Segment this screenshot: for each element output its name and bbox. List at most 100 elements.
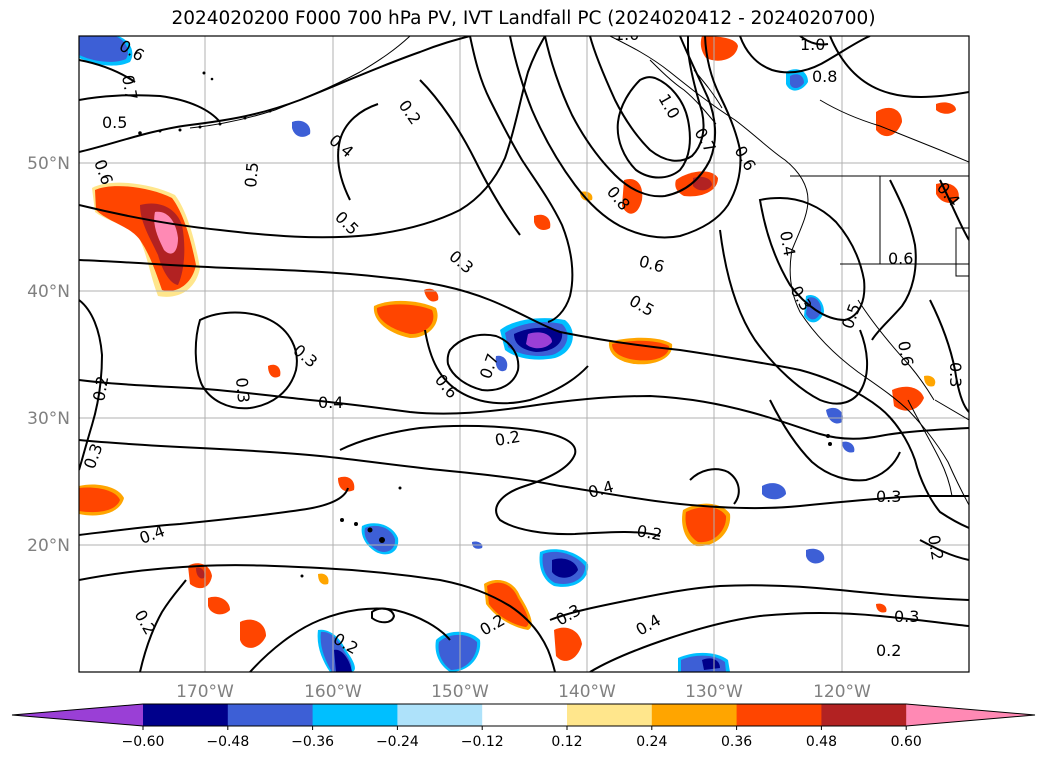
negative-anomaly-region (552, 558, 578, 578)
positive-anomaly-region (240, 619, 266, 648)
positive-anomaly-region (376, 304, 434, 334)
pv-contour (919, 539, 969, 561)
positive-anomaly-region (876, 107, 902, 137)
pv-contour (939, 179, 969, 241)
negative-anomaly-region (762, 483, 786, 500)
contour-label: 1.0 (614, 25, 639, 44)
pv-contour (337, 103, 379, 201)
colorbar-tick-label: −0.48 (206, 734, 249, 750)
figure-title: 2024020200 F000 700 hPa PV, IVT Landfall… (171, 8, 876, 29)
positive-anomaly-region (936, 102, 956, 114)
positive-anomaly-region (554, 627, 582, 661)
positive-anomaly-region (685, 507, 727, 543)
colorbar-segment (821, 704, 907, 726)
pv-contour (589, 36, 705, 162)
contour-label: 0.3 (894, 607, 919, 626)
lat-label: 20°N (27, 536, 70, 556)
positive-anomaly-region (268, 364, 281, 378)
colorbar-segment (397, 704, 483, 726)
contour-label: 0.2 (924, 533, 947, 561)
pv-contour (446, 333, 520, 392)
negative-anomaly-region (702, 658, 720, 670)
pv-contour (689, 468, 740, 505)
positive-anomaly-region (700, 36, 738, 61)
islands (138, 71, 832, 578)
negative-anomaly-region (438, 634, 478, 670)
colorbar-tick-label: 0.48 (806, 734, 837, 750)
positive-anomaly-region (338, 476, 355, 492)
colorbar-tick-label: −0.60 (122, 734, 165, 750)
pv-contour (79, 36, 546, 239)
pv-contour (739, 36, 871, 74)
contour-label: 0.5 (102, 113, 127, 132)
contour-label: 0.3 (232, 377, 253, 404)
positive-anomaly-region (208, 596, 230, 615)
contour-label: 1.0 (800, 35, 825, 54)
lat-label: 30°N (27, 409, 70, 429)
colorbar-tick-label: −0.12 (461, 734, 504, 750)
map-frame (78, 35, 970, 673)
colorbar-tick-label: −0.24 (376, 734, 419, 750)
negative-anomaly-region (842, 441, 855, 453)
colorbar-segment (143, 704, 229, 726)
positive-anomaly-region (534, 214, 551, 230)
pv-contour (509, 36, 742, 239)
positive-anomaly-region (876, 603, 887, 613)
negative-anomaly-region (79, 36, 128, 62)
pv-contour (799, 36, 829, 46)
colorbar-segment (227, 704, 314, 726)
colorbar-tick-label: 0.60 (891, 734, 922, 750)
colorbar-segment (651, 704, 738, 726)
colorbar-segment (567, 704, 653, 726)
positive-anomaly-region (936, 182, 959, 203)
pv-contour (79, 94, 221, 123)
pv-contour (79, 36, 471, 153)
pv-contour (79, 439, 969, 510)
lon-label: 130°W (685, 682, 743, 702)
positive-anomaly-region (892, 386, 924, 411)
contour-label: 0.2 (89, 374, 112, 402)
pv-contour (758, 196, 866, 322)
map-panel: 0.6 0.7 0.5 0.6 0.5 0.2 0.4 0.5 0.3 1.0 … (79, 25, 969, 672)
lon-label: 170°W (176, 682, 234, 702)
negative-anomaly-region (292, 120, 311, 137)
colorbar-tick-label: 0.36 (721, 734, 752, 750)
pv-contour (829, 36, 969, 98)
colorbar-segment (482, 704, 568, 726)
negative-anomaly-region (826, 407, 843, 424)
pv-contour (719, 229, 868, 405)
colorbar-segment (736, 704, 822, 726)
contour-label: 0.3 (946, 362, 965, 387)
contour-label: 0.7 (118, 73, 141, 101)
colorbar-extend-min (12, 704, 143, 726)
lat-label: 50°N (27, 154, 70, 174)
positive-anomaly-region (622, 178, 643, 214)
pv-contour (194, 311, 298, 410)
positive-anomaly-region (693, 176, 712, 191)
pv-contour (339, 424, 661, 537)
lon-label: 120°W (813, 682, 871, 702)
contour-label: 0.4 (318, 393, 343, 412)
positive-anomaly-region (924, 375, 936, 387)
lat-label: 40°N (27, 282, 70, 302)
colorbar-extend-max (906, 704, 1035, 726)
contour-label: 0.4 (776, 229, 799, 257)
contour-label: 0.2 (493, 427, 521, 450)
pv-contour (929, 299, 969, 413)
pv-contour (371, 607, 396, 624)
negative-anomaly-region (790, 74, 804, 89)
contour-label: 0.6 (888, 249, 913, 268)
pv-contour (544, 36, 717, 198)
longitude-labels: 170°W 160°W 150°W 140°W 130°W 120°W (176, 682, 871, 702)
pv-contour (79, 259, 969, 529)
colorbar-tick-label: 0.24 (636, 734, 667, 750)
negative-anomaly-region (334, 649, 352, 672)
pv-contour (79, 487, 349, 536)
colorbar-tick-label: −0.36 (291, 734, 334, 750)
pv-contours (79, 36, 969, 672)
lon-label: 150°W (431, 682, 489, 702)
pv-contour (79, 59, 136, 83)
colorbar-segment (312, 704, 398, 726)
pv-contour (249, 607, 451, 672)
